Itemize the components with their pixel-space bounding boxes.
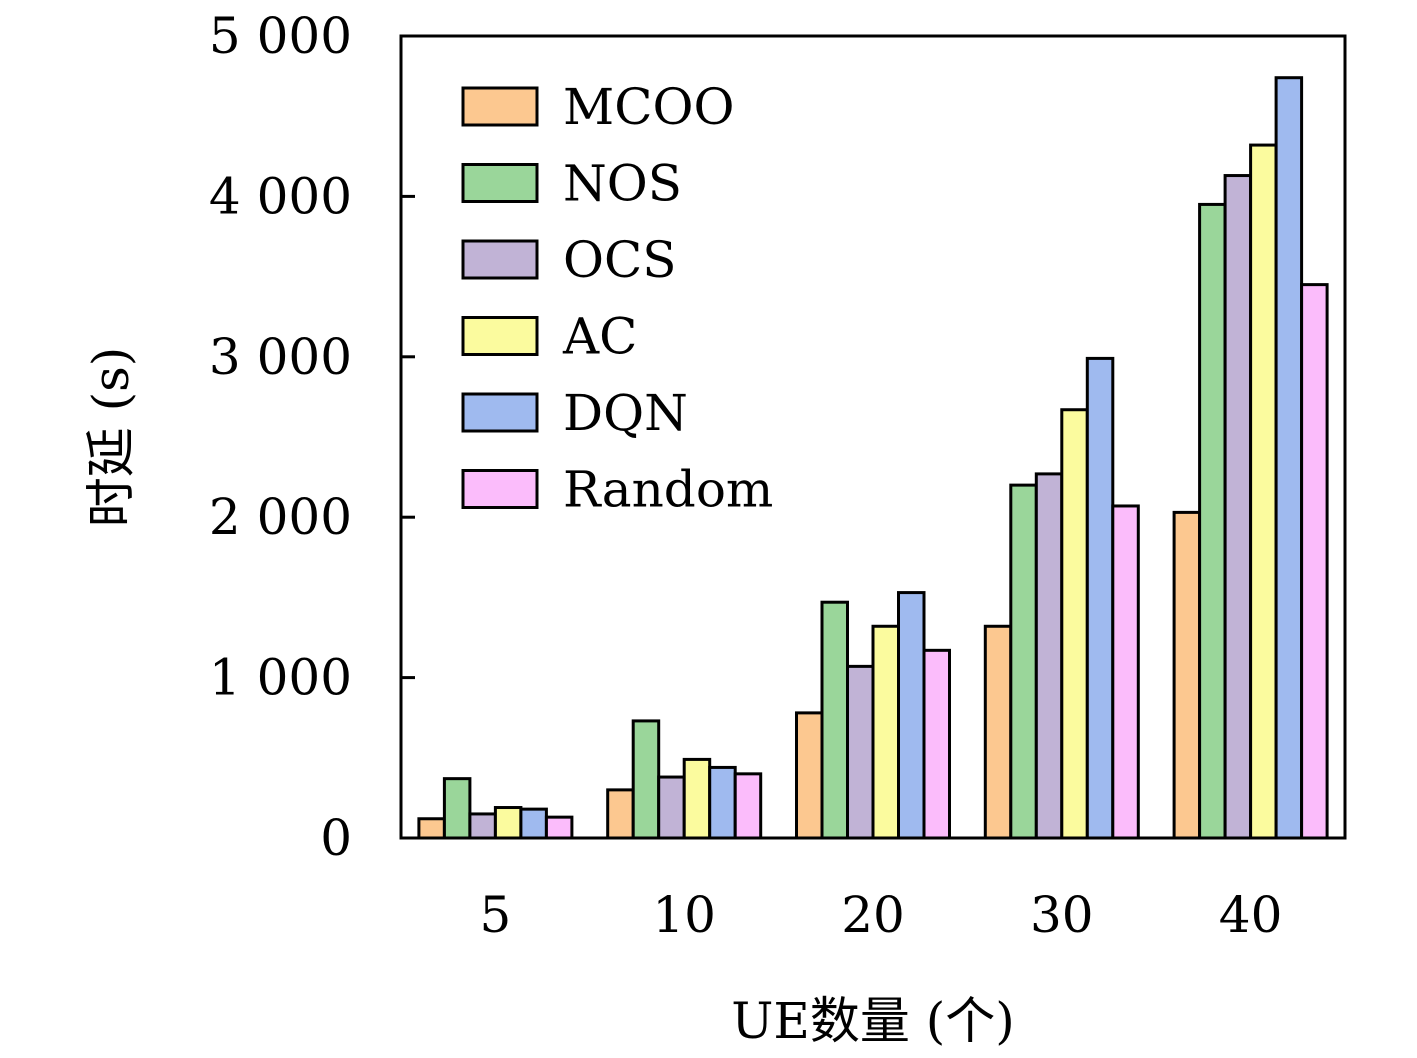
x-tick-label: 10	[652, 886, 716, 944]
bar-ocs-5	[468, 812, 497, 840]
bar-mcoo-5	[417, 817, 446, 840]
x-axis-title: UE数量 (个)	[731, 992, 1015, 1050]
bar-nos-10	[631, 719, 661, 840]
bar-ac-40	[1249, 143, 1278, 840]
bar-nos-40	[1198, 202, 1227, 840]
legend-swatch-mcoo	[461, 86, 539, 127]
bar-dqn-40	[1274, 76, 1304, 840]
legend-label-ocs: OCS	[563, 231, 677, 289]
legend-label-ac: AC	[562, 308, 637, 366]
bar-ocs-20	[846, 664, 875, 840]
bar-nos-20	[820, 600, 849, 840]
bar-ac-5	[493, 806, 523, 840]
x-axis: 5 10 20 30 40	[479, 886, 1282, 944]
legend-swatch-nos	[461, 163, 539, 203]
y-tick-label: 3 000	[209, 328, 352, 386]
legend-label-mcoo: MCOO	[563, 78, 734, 136]
bar-mcoo-30	[983, 624, 1013, 840]
x-tick-label: 40	[1219, 886, 1283, 944]
bar-random-5	[544, 815, 574, 840]
y-axis-title: 时延 (s)	[82, 347, 140, 528]
bar-ocs-10	[657, 775, 686, 840]
legend-swatch-ocs	[461, 239, 539, 280]
bar-nos-5	[442, 777, 472, 840]
bar-ocs-40	[1223, 174, 1253, 840]
bar-random-10	[733, 772, 763, 840]
bar-ac-20	[871, 624, 900, 840]
legend-swatch-dqn	[461, 392, 539, 433]
x-tick-label: 30	[1030, 886, 1094, 944]
y-tick-label: 1 000	[209, 649, 352, 707]
bar-dqn-30	[1085, 356, 1115, 840]
bar-dqn-5	[519, 807, 548, 840]
bar-random-40	[1300, 283, 1329, 840]
bar-ocs-30	[1034, 472, 1064, 840]
bar-random-20	[922, 648, 951, 840]
bar-mcoo-20	[795, 711, 824, 840]
legend-label-random: Random	[563, 461, 773, 519]
legend-label-nos: NOS	[563, 155, 682, 213]
y-tick-label: 2 000	[209, 488, 352, 546]
legend-label-dqn: DQN	[563, 384, 688, 442]
plot-area-frame	[399, 34, 1347, 840]
x-tick-label: 5	[479, 886, 511, 944]
bar-mcoo-40	[1172, 510, 1202, 840]
bars-layer	[417, 76, 1329, 840]
bar-random-30	[1111, 504, 1140, 840]
y-axis: 0 1 000 2 000 3 000 4 000 5 000	[209, 7, 415, 867]
bar-ac-30	[1060, 408, 1089, 840]
bar-dqn-20	[897, 591, 926, 840]
legend-swatch-random	[461, 469, 539, 509]
y-tick-label: 0	[320, 809, 352, 867]
legend: MCOO NOS OCS AC DQN Random	[461, 78, 773, 519]
bar-mcoo-10	[606, 788, 635, 840]
bar-nos-30	[1009, 483, 1038, 840]
legend-swatch-ac	[461, 316, 539, 356]
y-tick-label: 4 000	[209, 167, 352, 225]
x-tick-label: 20	[841, 886, 905, 944]
y-tick-label: 5 000	[209, 7, 352, 65]
bar-ac-10	[682, 757, 712, 840]
bar-dqn-10	[708, 765, 737, 840]
